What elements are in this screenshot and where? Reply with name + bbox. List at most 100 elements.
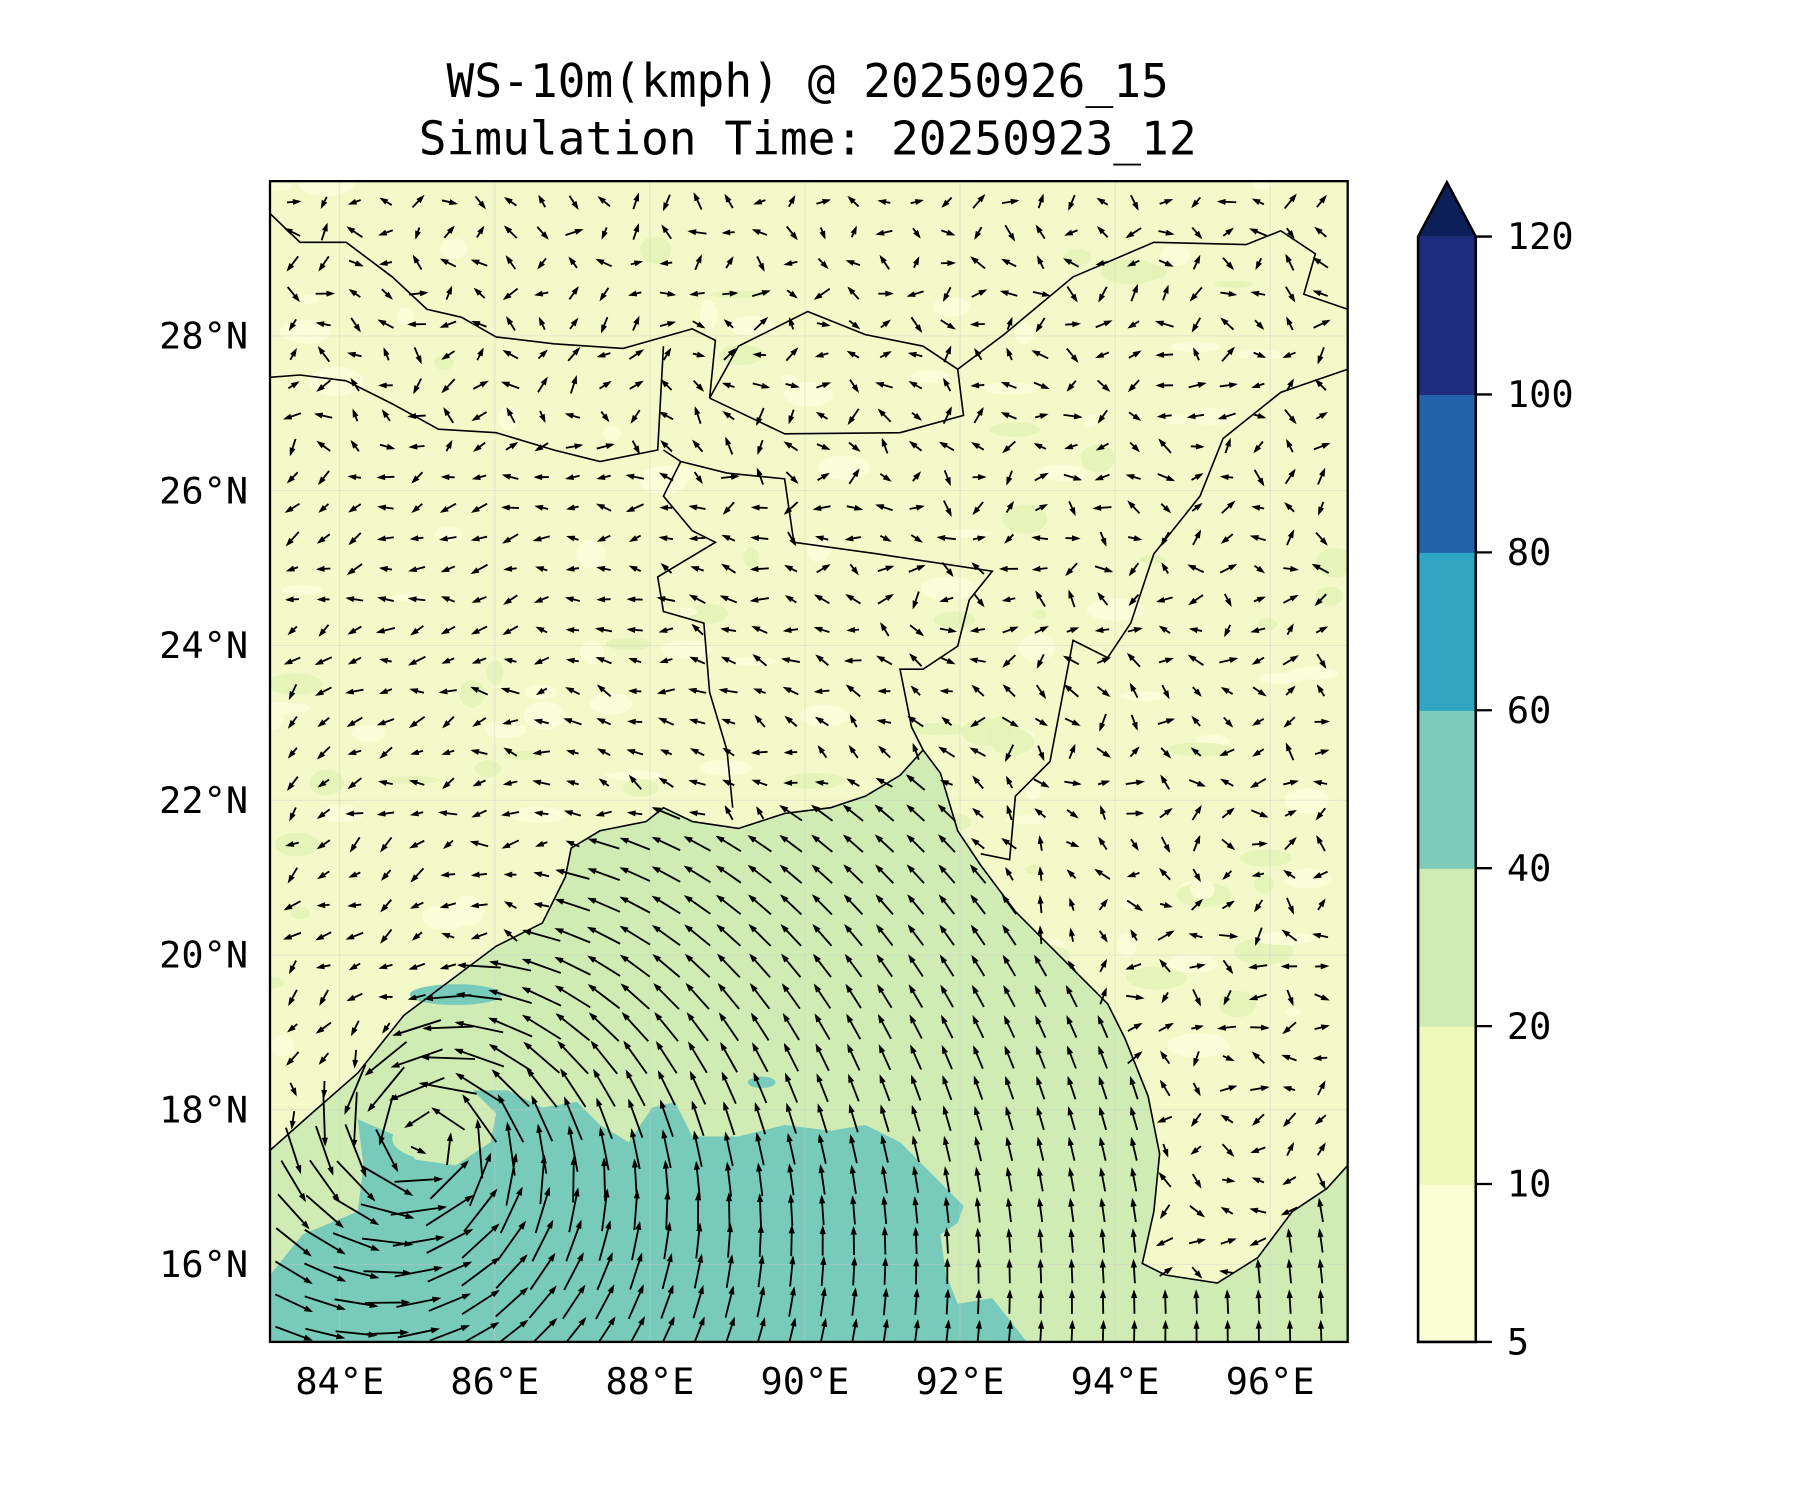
wind-arrow [623, 1040, 648, 1075]
wind-arrow [909, 653, 923, 667]
wind-arrow [1286, 623, 1294, 636]
wind-arrow [1160, 531, 1170, 547]
wind-arrow [588, 1012, 620, 1042]
wind-arrow [1282, 655, 1299, 666]
wind-arrow [317, 346, 331, 363]
wind-arrow [627, 688, 642, 695]
wind-arrow [1254, 899, 1264, 913]
colorbar-bin [1418, 394, 1476, 553]
wind-arrow [718, 687, 738, 694]
wind-arrow [1158, 625, 1171, 634]
wind-arrow [1220, 1114, 1234, 1124]
wind-arrow [488, 989, 532, 1005]
wind-arrow [1315, 626, 1329, 634]
wind-arrow [819, 227, 826, 240]
wind-arrow [750, 1012, 770, 1041]
wind-arrow [596, 503, 612, 512]
wind-arrow [658, 627, 674, 633]
wind-arrow [725, 1316, 735, 1342]
wind-arrow [565, 443, 584, 450]
wind-patch [1254, 874, 1275, 894]
wind-arrow [1161, 684, 1170, 700]
wind-arrow [470, 749, 488, 755]
wind-arrow [1223, 593, 1232, 607]
wind-arrow [1221, 346, 1235, 362]
wind-arrow [908, 564, 926, 573]
wind-patch [270, 1035, 295, 1057]
wind-arrow [534, 442, 549, 452]
wind-arrow [940, 319, 956, 330]
wind-arrow [461, 1289, 500, 1316]
wind-arrow [1224, 1289, 1231, 1314]
wind-arrow [943, 469, 951, 487]
wind-arrow [877, 688, 891, 695]
wind-arrow [1004, 224, 1016, 242]
wind-arrow [1096, 226, 1109, 238]
wind-arrow [659, 321, 677, 328]
chart-title-line2: Simulation Time: 20250923_12 [419, 112, 1197, 166]
wind-arrow [286, 286, 300, 303]
wind-arrow [694, 406, 702, 424]
wind-arrow [345, 688, 364, 695]
wind-arrow [1315, 963, 1330, 970]
wind-arrow [1128, 593, 1140, 606]
wind-arrow [1286, 529, 1295, 546]
wind-arrow [283, 900, 301, 911]
wind-arrow [315, 290, 336, 297]
wind-arrow [1156, 412, 1172, 419]
wind-arrow [1068, 743, 1076, 760]
wind-patch [1126, 966, 1187, 990]
wind-arrow [785, 382, 800, 389]
wind-arrow [655, 1040, 678, 1074]
wind-arrow [693, 1316, 705, 1342]
wind-arrow [782, 1012, 800, 1041]
wind-arrow [628, 349, 645, 360]
wind-arrow [410, 749, 424, 755]
wind-arrow [812, 953, 832, 978]
wind-arrow [409, 839, 425, 849]
wind-arrow [619, 896, 651, 914]
wind-arrow [565, 687, 581, 696]
wind-arrow [972, 775, 984, 790]
wind-arrow [1317, 1080, 1326, 1096]
wind-patch [434, 526, 463, 542]
wind-arrow [877, 593, 894, 605]
wind-arrow [1067, 1075, 1077, 1100]
wind-arrow [692, 1130, 703, 1168]
wind-arrow [683, 895, 711, 915]
wind-arrow [812, 923, 833, 947]
wind-arrow [502, 625, 519, 635]
wind-arrow [506, 407, 516, 424]
wind-arrow [722, 290, 739, 297]
wind-arrow [1128, 411, 1142, 421]
wind-arrow [1250, 1024, 1270, 1031]
wind-arrow [718, 1012, 740, 1042]
wind-arrow [749, 596, 770, 603]
wind-arrow [810, 804, 834, 822]
wind-arrow [563, 718, 582, 726]
wind-arrow [1037, 1289, 1044, 1314]
wind-arrow [912, 591, 920, 610]
wind-arrow [501, 839, 520, 849]
wind-arrow [629, 1252, 643, 1290]
wind-arrow [788, 195, 796, 208]
wind-arrow [748, 924, 772, 947]
wind-arrow [566, 749, 579, 756]
wind-arrow [975, 1288, 982, 1315]
wind-arrow [664, 1190, 671, 1230]
wind-arrow [289, 960, 297, 975]
wind-arrow [1130, 929, 1138, 941]
wind-arrow [472, 380, 489, 390]
wind-arrow [723, 319, 734, 329]
wind-arrow [440, 625, 456, 635]
wind-arrow [284, 596, 299, 603]
wind-arrow [813, 594, 830, 605]
wind-arrow [1253, 564, 1266, 574]
wind-arrow [565, 565, 580, 572]
wind-arrow [564, 412, 581, 419]
wind-arrow [692, 320, 706, 329]
wind-arrow [906, 804, 926, 822]
wind-arrow [470, 563, 489, 575]
wind-arrow [1002, 684, 1016, 698]
wind-arrow [1252, 748, 1265, 757]
